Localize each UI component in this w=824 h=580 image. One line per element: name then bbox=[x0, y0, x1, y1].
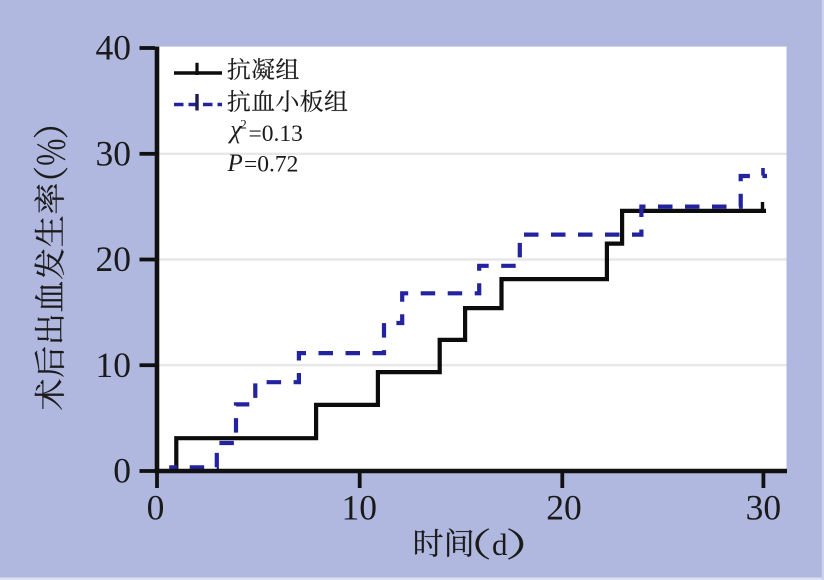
svg-text:2: 2 bbox=[240, 117, 247, 132]
svg-text:10: 10 bbox=[96, 345, 132, 385]
svg-text:=0.72: =0.72 bbox=[244, 151, 298, 177]
svg-text:0: 0 bbox=[147, 487, 165, 527]
svg-text:20: 20 bbox=[96, 239, 132, 279]
svg-text:10: 10 bbox=[341, 487, 377, 527]
svg-text:=0.13: =0.13 bbox=[249, 121, 303, 147]
svg-text:d: d bbox=[492, 527, 508, 562]
svg-text:30: 30 bbox=[746, 487, 782, 527]
svg-text:40: 40 bbox=[96, 28, 132, 68]
svg-text:20: 20 bbox=[546, 487, 582, 527]
svg-text:P: P bbox=[227, 150, 243, 177]
svg-text:0: 0 bbox=[113, 451, 131, 491]
svg-text:30: 30 bbox=[96, 133, 132, 173]
